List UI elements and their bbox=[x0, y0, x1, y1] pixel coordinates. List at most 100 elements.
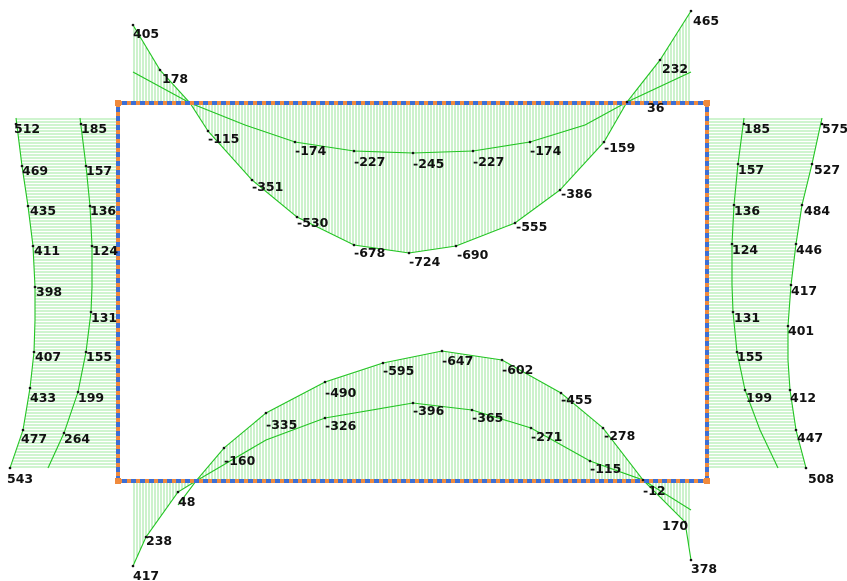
value-point bbox=[176, 490, 180, 494]
value-label: -455 bbox=[561, 392, 592, 407]
value-point bbox=[88, 204, 92, 208]
value-label: -396 bbox=[413, 403, 445, 418]
value-point bbox=[20, 164, 24, 168]
value-point bbox=[352, 149, 356, 153]
value-point bbox=[293, 140, 297, 144]
value-point bbox=[144, 535, 148, 539]
right-column-curve-secondary bbox=[731, 117, 779, 469]
value-label: 398 bbox=[36, 284, 62, 299]
value-label: -335 bbox=[266, 417, 297, 432]
value-point bbox=[131, 23, 135, 27]
value-label: 185 bbox=[744, 121, 770, 136]
value-label: 417 bbox=[133, 568, 159, 581]
value-point bbox=[528, 140, 532, 144]
value-label: 465 bbox=[693, 13, 719, 28]
value-label: 477 bbox=[21, 431, 47, 446]
value-label: -365 bbox=[472, 410, 503, 425]
frame bbox=[115, 100, 710, 484]
value-point bbox=[411, 151, 415, 155]
value-point bbox=[131, 564, 135, 568]
value-label: 575 bbox=[822, 121, 847, 136]
value-label: -555 bbox=[516, 219, 547, 234]
value-label: 543 bbox=[7, 471, 33, 486]
value-label: 405 bbox=[133, 26, 159, 41]
value-label: 157 bbox=[86, 163, 112, 178]
value-label: 378 bbox=[691, 561, 717, 576]
value-label: 412 bbox=[790, 390, 816, 405]
value-point bbox=[84, 350, 88, 354]
right-column-curve bbox=[787, 117, 823, 469]
frame-node bbox=[704, 100, 710, 106]
value-label: 199 bbox=[746, 390, 772, 405]
value-label: -278 bbox=[604, 428, 635, 443]
value-label: -690 bbox=[457, 247, 489, 262]
value-label: 407 bbox=[35, 349, 61, 364]
value-label: -160 bbox=[224, 453, 256, 468]
value-point bbox=[76, 390, 80, 394]
value-point bbox=[689, 558, 693, 562]
left-column-labels: 512 469 435 411 398 407 433 477 543 185 … bbox=[7, 121, 118, 486]
value-label: -12 bbox=[643, 483, 666, 498]
value-label: 446 bbox=[796, 242, 822, 257]
value-point bbox=[804, 466, 808, 470]
value-label: 238 bbox=[146, 533, 172, 548]
value-point bbox=[529, 426, 533, 430]
value-label: -115 bbox=[590, 461, 621, 476]
value-point bbox=[689, 9, 693, 13]
value-label: 232 bbox=[662, 61, 688, 76]
value-point bbox=[500, 358, 504, 362]
value-label: -115 bbox=[208, 131, 239, 146]
value-point bbox=[794, 428, 798, 432]
value-label: 199 bbox=[78, 390, 104, 405]
value-point bbox=[513, 221, 517, 225]
value-point bbox=[206, 129, 210, 133]
left-column-hatch bbox=[10, 118, 118, 468]
value-label: 447 bbox=[797, 430, 823, 445]
value-point bbox=[601, 426, 605, 430]
value-label: -174 bbox=[295, 143, 327, 158]
value-point bbox=[558, 188, 562, 192]
value-point bbox=[381, 361, 385, 365]
bottom-beam-curve bbox=[132, 350, 692, 567]
value-label: 131 bbox=[91, 310, 117, 325]
value-point bbox=[264, 411, 268, 415]
value-label: 178 bbox=[162, 71, 188, 86]
top-beam-labels: 405 178 -115 -351 -530 -678 -724 -690 -5… bbox=[131, 9, 719, 269]
value-point bbox=[31, 244, 35, 248]
value-point bbox=[641, 478, 645, 482]
value-point bbox=[411, 401, 415, 405]
bottom-beam-labels: 417 238 48 -160 -335 -490 -595 -647 -602… bbox=[131, 349, 717, 581]
frame-node bbox=[115, 100, 121, 106]
value-label: 155 bbox=[86, 349, 112, 364]
value-point bbox=[683, 520, 687, 524]
value-point bbox=[732, 203, 736, 207]
value-label: 508 bbox=[808, 471, 834, 486]
value-point bbox=[26, 204, 30, 208]
value-label: 131 bbox=[734, 310, 760, 325]
value-point bbox=[21, 428, 25, 432]
value-point bbox=[79, 122, 83, 126]
value-point bbox=[800, 203, 804, 207]
value-point bbox=[742, 122, 746, 126]
value-label: -326 bbox=[325, 418, 357, 433]
value-point bbox=[62, 431, 66, 435]
value-label: 401 bbox=[788, 323, 814, 338]
value-label: 124 bbox=[92, 243, 118, 258]
value-point bbox=[407, 251, 411, 255]
value-label: -174 bbox=[530, 143, 562, 158]
value-point bbox=[602, 140, 606, 144]
value-point bbox=[14, 122, 18, 126]
value-label: -159 bbox=[604, 140, 635, 155]
value-label: 264 bbox=[64, 431, 90, 446]
value-label: 417 bbox=[791, 283, 817, 298]
value-point bbox=[158, 68, 162, 72]
value-label: 136 bbox=[734, 203, 760, 218]
value-label: -245 bbox=[413, 156, 444, 171]
left-column-curve bbox=[9, 117, 36, 469]
value-point bbox=[84, 164, 88, 168]
value-label: 411 bbox=[34, 243, 60, 258]
value-point bbox=[454, 244, 458, 248]
value-point bbox=[295, 215, 299, 219]
value-point bbox=[810, 162, 814, 166]
